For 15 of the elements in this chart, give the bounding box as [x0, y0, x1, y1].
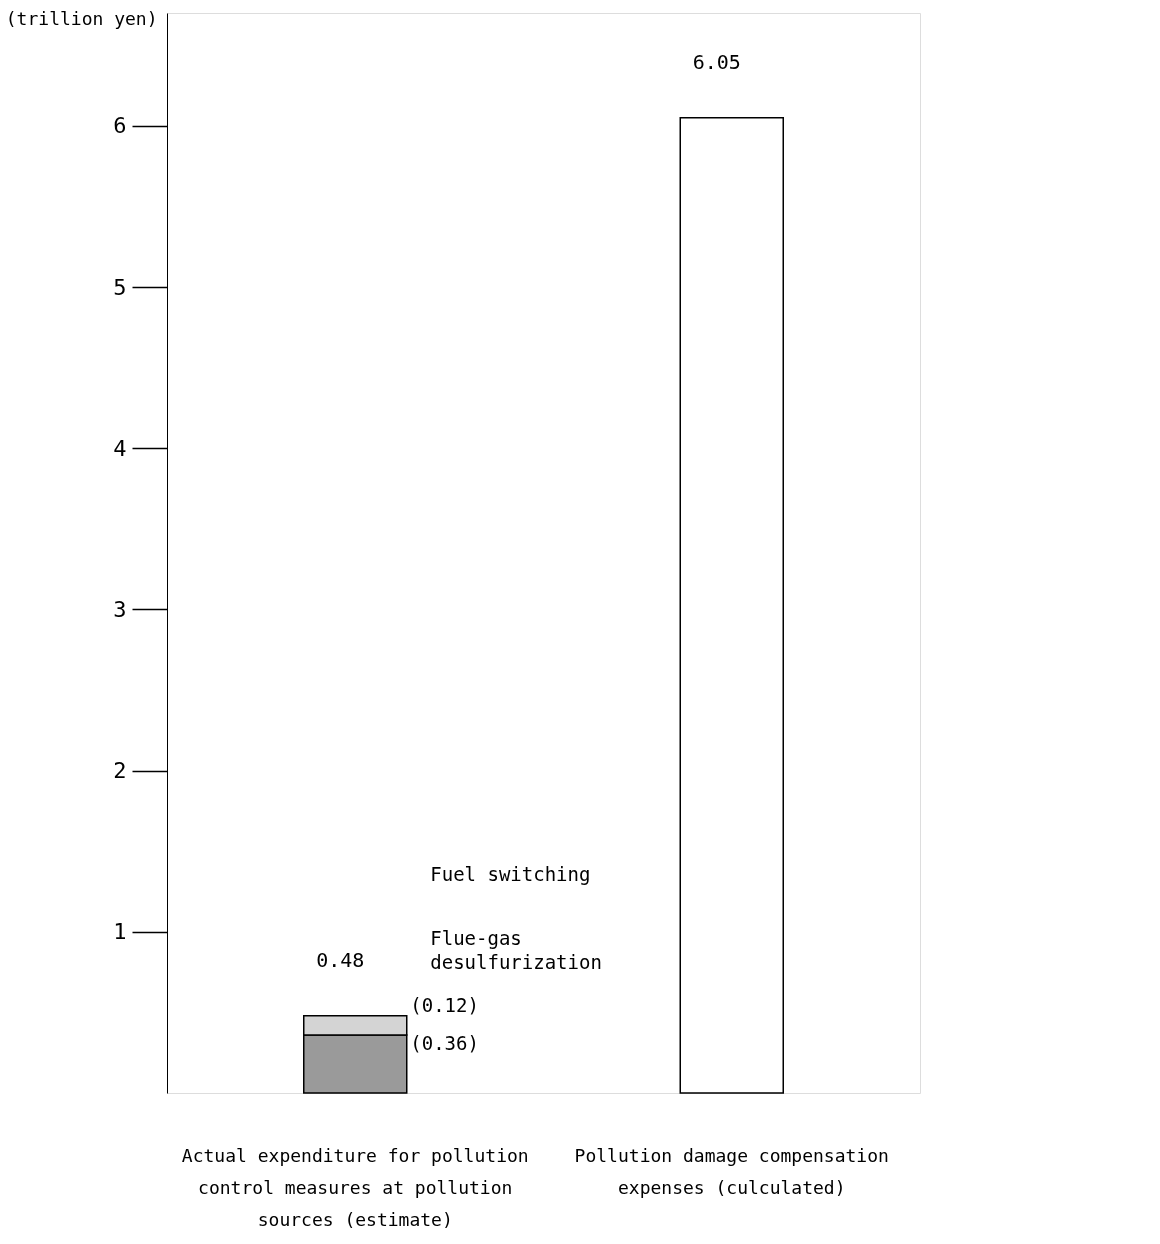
x-tick-label: Pollution damage compensation expenses (culculated)	[574, 1145, 889, 1198]
y-tick-label: 6	[113, 113, 127, 139]
y-axis-title: (trillion yen)	[5, 7, 158, 29]
annotation: (0.36)	[410, 1031, 479, 1054]
y-tick-label: 1	[113, 919, 127, 945]
y-tick-label: 3	[113, 596, 127, 622]
y-tick-label: 4	[113, 435, 127, 461]
annotation: (0.12)	[410, 993, 479, 1016]
text: Flue-gas desulfurization	[430, 926, 602, 973]
y-tick-label: 5	[113, 274, 127, 300]
total-label: 6.05	[692, 49, 741, 74]
total-label: 0.48	[316, 947, 365, 972]
y-tick-label: 2	[113, 758, 127, 784]
x-tick-label: Actual expenditure for pollution control measures at pollution sources (estimate)	[181, 1145, 529, 1230]
text: Fuel switching	[430, 863, 591, 886]
